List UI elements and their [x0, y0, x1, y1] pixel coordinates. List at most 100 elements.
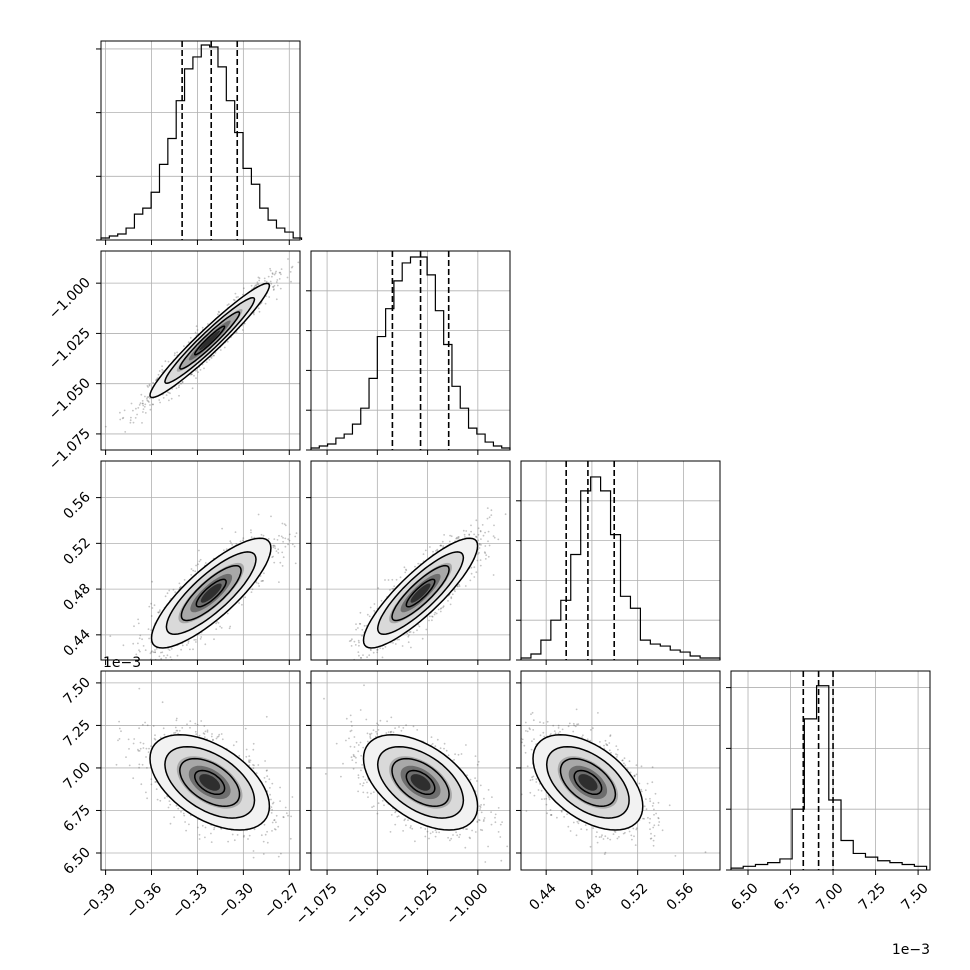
sample-point: [273, 273, 276, 276]
sample-point: [201, 326, 204, 329]
sample-point: [364, 663, 366, 665]
sample-point: [139, 402, 142, 405]
sample-point: [290, 815, 292, 818]
sample-point: [178, 729, 181, 732]
sample-point: [462, 529, 465, 532]
sample-point: [200, 720, 203, 722]
sample-point: [409, 631, 412, 633]
sample-point: [241, 329, 244, 331]
sample-point: [359, 657, 362, 659]
sample-point: [488, 516, 491, 519]
sample-point: [138, 637, 141, 640]
sample-point: [497, 538, 500, 541]
sample-point: [244, 596, 247, 599]
sample-point: [258, 310, 261, 313]
sample-point: [294, 535, 297, 538]
sample-point: [455, 536, 458, 539]
sample-point: [198, 734, 201, 737]
sample-point: [137, 618, 140, 621]
sample-point: [152, 403, 154, 406]
sample-point: [275, 298, 278, 301]
sample-point: [144, 403, 147, 406]
sample-point: [180, 648, 183, 651]
sample-point: [287, 258, 289, 260]
sample-point: [458, 583, 460, 586]
sample-point: [366, 656, 368, 659]
sample-point: [152, 651, 155, 654]
sample-point: [161, 662, 163, 664]
sample-point: [504, 513, 507, 516]
sample-point: [154, 649, 156, 651]
sample-point: [354, 644, 357, 646]
sample-point: [190, 373, 193, 376]
sample-point: [198, 560, 201, 563]
hist-panel-0: [100, 41, 303, 240]
sample-point: [278, 534, 280, 537]
sample-point: [173, 354, 176, 357]
sample-point: [256, 281, 259, 284]
sample-point: [118, 727, 121, 730]
sample-point: [123, 409, 126, 412]
sample-point: [275, 270, 277, 273]
sample-point: [149, 652, 152, 655]
sample-point: [408, 634, 410, 636]
sample-point: [160, 665, 162, 667]
sample-point: [369, 648, 372, 651]
sample-point: [401, 645, 404, 647]
sample-point: [244, 727, 247, 730]
sample-point: [260, 533, 263, 536]
sample-point: [251, 588, 254, 591]
sample-point: [272, 546, 275, 549]
sample-point: [492, 535, 495, 537]
sample-point: [151, 650, 153, 653]
density-level-4: [200, 583, 222, 603]
density-level-4: [199, 330, 221, 351]
sample-point: [437, 608, 440, 611]
sample-point: [431, 615, 434, 618]
sample-point: [376, 649, 378, 651]
hist-panel-2: [520, 461, 721, 660]
sample-point: [273, 284, 276, 287]
sample-point: [350, 639, 352, 642]
sample-point: [486, 517, 489, 520]
sample-point: [428, 619, 430, 622]
sample-point: [440, 607, 443, 609]
sample-point: [148, 383, 151, 386]
sample-point: [139, 650, 141, 653]
sample-point: [424, 549, 427, 552]
sample-point: [119, 418, 122, 421]
contour-0: [150, 537, 272, 649]
sample-point: [182, 812, 185, 815]
sample-point: [454, 590, 456, 593]
sample-point: [265, 280, 268, 283]
contour-3: [195, 578, 227, 608]
sample-point: [440, 544, 443, 547]
sample-point: [273, 544, 275, 547]
sample-point: [158, 399, 161, 401]
sample-point: [243, 322, 246, 325]
sample-point: [155, 379, 157, 382]
sample-point: [384, 579, 386, 581]
sample-point: [479, 564, 482, 567]
sample-point: [130, 416, 132, 419]
contour-1: [376, 551, 465, 636]
sample-point: [258, 279, 261, 282]
sample-point: [477, 539, 480, 542]
sample-point: [357, 639, 360, 642]
sample-point: [218, 733, 221, 736]
sample-point: [262, 579, 264, 582]
sample-point: [447, 600, 449, 602]
sample-point: [287, 538, 290, 541]
sample-point: [183, 579, 186, 581]
sample-point: [241, 539, 244, 542]
sample-point: [280, 273, 282, 276]
sample-point: [259, 575, 262, 577]
sample-point: [369, 606, 372, 609]
sample-point: [231, 543, 234, 546]
sample-point: [360, 666, 362, 668]
sample-point: [406, 632, 409, 635]
hist-panel-3: [730, 671, 928, 870]
sample-point: [360, 657, 363, 659]
sample-point: [263, 572, 265, 575]
sample-point: [276, 539, 279, 541]
